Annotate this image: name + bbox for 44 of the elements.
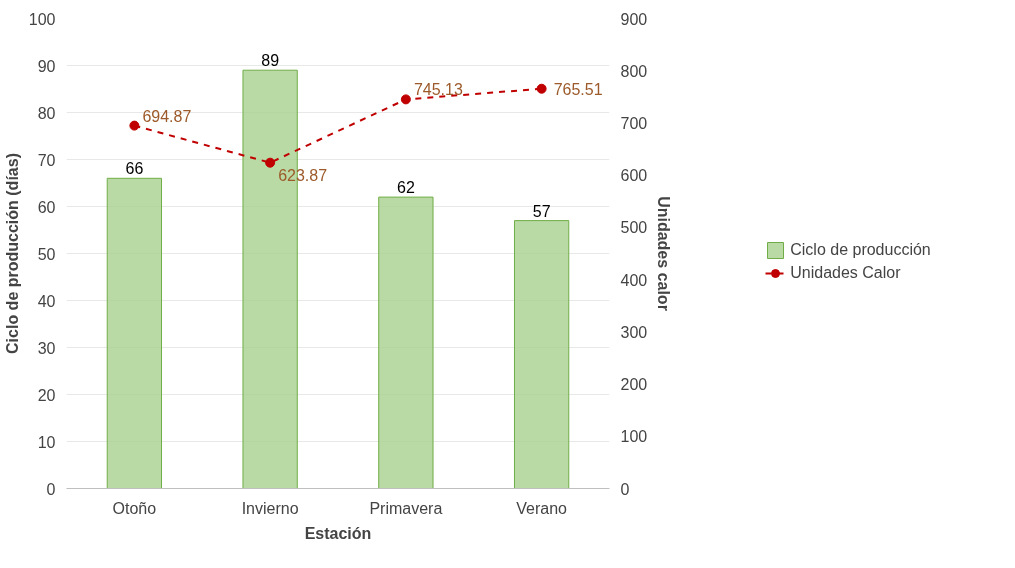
data-label: 66 xyxy=(125,160,144,178)
y-tick-label: 70 xyxy=(37,151,56,169)
data-label: 89 xyxy=(261,52,280,70)
point xyxy=(400,94,411,105)
y2-tick-label: 200 xyxy=(620,376,648,394)
y-tick-label: 40 xyxy=(37,292,56,310)
point xyxy=(265,157,276,168)
point xyxy=(536,83,547,94)
y2-tick-label: 400 xyxy=(620,271,648,289)
y2-tick-label: 800 xyxy=(620,62,648,80)
bar xyxy=(513,220,570,489)
data-label: 57 xyxy=(532,202,551,220)
y2-axis-title: Unidades calor xyxy=(655,196,673,311)
y2-tick-label: 0 xyxy=(620,480,630,498)
x-tick-label: Verano xyxy=(516,499,568,517)
data-label: 745.13 xyxy=(413,81,463,99)
y-axis-title: Ciclo de producción (días) xyxy=(3,153,21,354)
x-tick-label: Invierno xyxy=(241,499,299,517)
data-label: 62 xyxy=(396,179,415,197)
point xyxy=(129,120,140,131)
y-tick-label: 50 xyxy=(37,245,56,263)
x-tick-label: Primavera xyxy=(369,499,443,517)
y-tick-label: 0 xyxy=(46,480,56,498)
y2-tick-label: 100 xyxy=(620,428,648,446)
legend-label: Unidades Calor xyxy=(790,264,901,282)
y2-tick-label: 900 xyxy=(620,10,648,28)
data-label: 694.87 xyxy=(142,107,192,125)
bar xyxy=(106,177,163,489)
x-axis-title: Estación xyxy=(304,524,372,542)
y-tick-label: 60 xyxy=(37,198,56,216)
y2-tick-label: 600 xyxy=(620,167,648,185)
y-tick-label: 80 xyxy=(37,104,56,122)
legend-label: Ciclo de producción xyxy=(790,241,931,259)
y-tick-label: 20 xyxy=(37,386,56,404)
y-tick-label: 90 xyxy=(37,57,56,75)
y-tick-label: 100 xyxy=(28,10,56,28)
y-tick-label: 30 xyxy=(37,339,56,357)
y2-tick-label: 500 xyxy=(620,219,648,237)
x-tick-label: Otoño xyxy=(112,499,157,517)
data-label: 765.51 xyxy=(553,80,603,98)
y2-tick-label: 700 xyxy=(620,114,648,132)
bar xyxy=(378,196,434,489)
y-tick-label: 10 xyxy=(37,433,56,451)
y2-tick-label: 300 xyxy=(620,323,648,341)
